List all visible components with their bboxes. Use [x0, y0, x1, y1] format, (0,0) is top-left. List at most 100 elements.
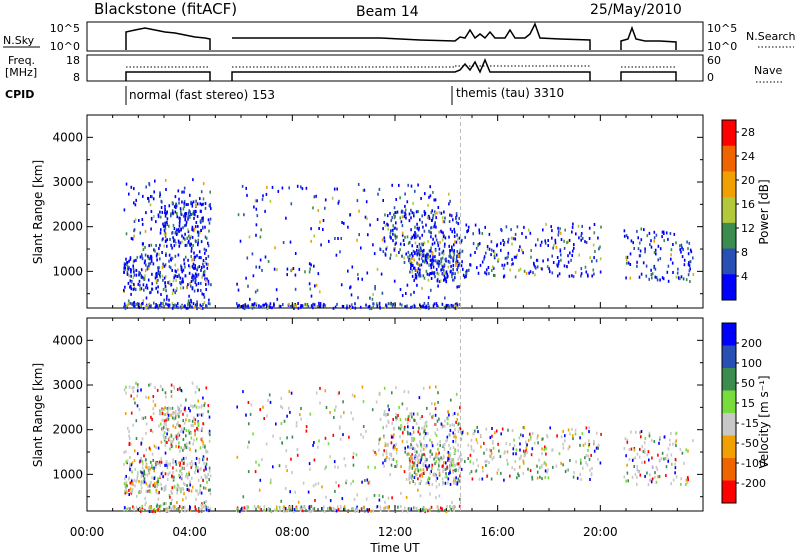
echo-cell [431, 402, 433, 406]
echo-cell [414, 482, 416, 486]
echo-cell [648, 431, 651, 435]
echo-cell [201, 217, 203, 220]
echo-cell [422, 225, 424, 229]
echo-cell [429, 272, 431, 275]
echo-cell [202, 270, 205, 274]
echo-cell [317, 445, 319, 449]
echo-cell [158, 252, 160, 256]
echo-cell [156, 484, 158, 488]
echo-cell [525, 271, 528, 275]
echo-cell [510, 228, 512, 232]
echo-cell [351, 393, 354, 397]
echo-cell [180, 264, 182, 268]
echo-cell [447, 304, 449, 308]
echo-cell [309, 267, 311, 271]
echo-cell [196, 426, 198, 430]
echo-cell [194, 264, 196, 268]
echo-cell [591, 466, 593, 470]
echo-cell [560, 461, 562, 465]
echo-cell [253, 504, 256, 508]
echo-cell [421, 286, 423, 290]
echo-cell [496, 244, 498, 248]
echo-cell [123, 388, 126, 392]
echo-cell [204, 225, 206, 229]
echo-cell [160, 301, 162, 305]
echo-cell [485, 448, 488, 452]
echo-cell [145, 283, 148, 287]
echo-cell [172, 211, 174, 215]
echo-cell [176, 215, 179, 219]
echo-cell [421, 474, 424, 478]
echo-cell [269, 199, 272, 203]
echo-cell [147, 278, 150, 282]
echo-cell [165, 297, 168, 301]
echo-cell [146, 305, 148, 308]
echo-cell [557, 274, 559, 278]
echo-cell [349, 285, 352, 289]
colorbar-swatch [722, 435, 736, 459]
echo-cell [571, 254, 573, 257]
echo-cell [407, 507, 410, 511]
echo-cell [254, 199, 257, 203]
echo-cell [165, 188, 167, 191]
echo-cell [309, 412, 312, 416]
echo-cell [496, 471, 499, 475]
echo-cell [134, 484, 136, 488]
echo-cell [446, 504, 448, 508]
echo-cell [355, 508, 358, 511]
echo-cell [426, 256, 429, 260]
echo-cell [173, 227, 176, 230]
echo-cell [599, 257, 602, 261]
echo-cell [172, 236, 174, 240]
echo-cell [422, 447, 425, 451]
echo-cell [208, 469, 211, 473]
echo-cell [438, 260, 441, 264]
echo-cell [652, 465, 654, 469]
echo-cell [178, 424, 180, 428]
echo-cell [148, 263, 151, 267]
echo-cell [143, 469, 145, 473]
echo-cell [477, 243, 479, 247]
echo-cell [597, 457, 599, 461]
echo-cell [133, 187, 135, 191]
y-tick-label: 3000 [52, 378, 83, 392]
echo-cell [204, 473, 206, 477]
echo-cell [168, 280, 171, 284]
echo-cell [506, 256, 508, 260]
echo-cell [448, 304, 450, 308]
echo-cell [252, 274, 255, 278]
echo-cell [452, 440, 454, 443]
echo-cell [393, 206, 396, 210]
echo-cell [518, 248, 520, 252]
echo-cell [500, 471, 502, 475]
echo-cell [177, 507, 179, 511]
echo-cell [308, 462, 311, 466]
echo-cell [147, 196, 149, 200]
echo-cell [427, 253, 429, 257]
echo-cell [131, 488, 134, 492]
echo-cell [251, 252, 254, 256]
echo-cell [172, 466, 174, 470]
echo-cell [419, 460, 421, 464]
echo-cell [201, 275, 203, 279]
echo-cell [136, 404, 139, 408]
echo-cell [146, 473, 149, 477]
echo-cell [202, 202, 204, 206]
echo-cell [453, 451, 456, 455]
echo-cell [349, 213, 351, 217]
echo-cell [159, 409, 161, 413]
echo-cell [201, 306, 204, 310]
echo-cell [194, 281, 197, 284]
echo-cell [470, 470, 473, 474]
colorbar-tick-label: 200 [741, 337, 762, 350]
echo-cell [651, 477, 654, 481]
echo-cell [413, 464, 416, 468]
echo-cell [410, 455, 412, 459]
echo-cell [145, 489, 148, 493]
echo-cell [129, 257, 132, 261]
echo-cell [448, 260, 451, 264]
echo-cell [189, 304, 192, 308]
echo-cell [400, 425, 403, 429]
echo-cell [181, 476, 183, 480]
echo-cell [196, 385, 198, 389]
